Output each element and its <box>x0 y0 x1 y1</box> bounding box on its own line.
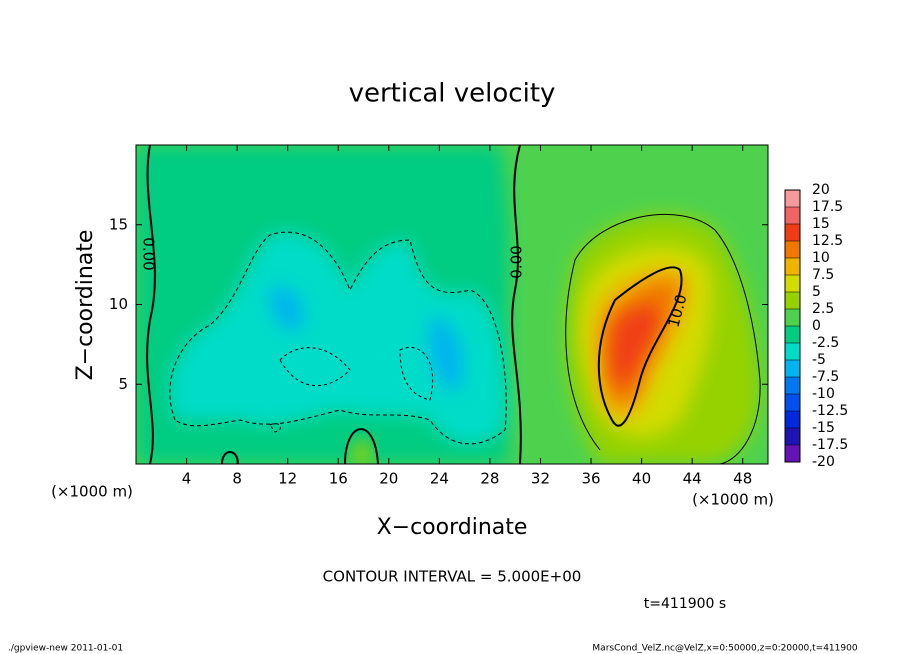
colorbar-label: -10 <box>812 386 835 402</box>
y-axis-label: Z−coordinate <box>73 230 98 381</box>
footer-left: ./gpview-new 2011-01-01 <box>8 644 123 654</box>
footer-right: MarsCond_VelZ.nc@VelZ,x=0:50000,z=0:2000… <box>592 644 857 654</box>
field <box>136 145 768 464</box>
x-tick-label: 8 <box>232 470 242 488</box>
colorbar-swatch <box>785 445 800 462</box>
y-tick-label: 10 <box>109 295 128 313</box>
colorbar-swatch <box>785 224 800 241</box>
colorbar-label: 12.5 <box>812 233 843 249</box>
colorbar-label: -20 <box>812 454 835 470</box>
contour-label: 0.00 <box>140 237 158 270</box>
x-tick-label: 48 <box>733 470 752 488</box>
x-tick-label: 20 <box>379 470 398 488</box>
colorbar-swatch <box>785 275 800 292</box>
field-region <box>269 287 463 391</box>
x-tick-label: 24 <box>430 470 449 488</box>
colorbar-swatch <box>785 343 800 360</box>
colorbar-swatch <box>785 241 800 258</box>
x-tick-label: 12 <box>278 470 297 488</box>
contour-ten <box>597 266 683 427</box>
colorbar-swatch <box>785 309 800 326</box>
x-tick-label: 32 <box>531 470 550 488</box>
colorbar-label: -12.5 <box>812 403 848 419</box>
x-tick-label: 16 <box>329 470 348 488</box>
colorbar-swatch <box>785 394 800 411</box>
colorbar-label: 2.5 <box>812 301 834 317</box>
colorbar-swatch <box>785 326 800 343</box>
colorbar-label: 0 <box>812 318 821 334</box>
contour-interval: CONTOUR INTERVAL = 5.000E+00 <box>323 568 582 586</box>
colorbar-swatch <box>785 377 800 394</box>
x-unit-label: (×1000 m) <box>51 483 133 501</box>
contour-five <box>565 213 761 464</box>
colorbar-label: 7.5 <box>812 267 834 283</box>
contour-label: 0.00 <box>508 245 526 278</box>
field-region <box>169 232 507 444</box>
contour-neg-five <box>169 231 507 445</box>
x-tick-label: 36 <box>581 470 600 488</box>
colorbar-swatch <box>785 411 800 428</box>
field-region <box>612 305 660 387</box>
y-tick-label: 15 <box>109 215 128 233</box>
contour-zero <box>511 145 522 464</box>
x-tick-label: 28 <box>480 470 499 488</box>
colorbar-label: 15 <box>812 216 830 232</box>
colorbar-label: -15 <box>812 420 835 436</box>
colorbar-label: 17.5 <box>812 199 843 215</box>
y-tick-label: 5 <box>118 375 128 393</box>
colorbar-swatch <box>785 190 800 207</box>
colorbar-swatch <box>785 292 800 309</box>
colorbar-label: -17.5 <box>812 437 848 453</box>
colorbar-label: -5 <box>812 352 826 368</box>
colorbar-label: 5 <box>812 284 821 300</box>
x-unit-label: (×1000 m) <box>692 491 774 509</box>
colorbar-label: 20 <box>812 182 830 198</box>
contour-zero <box>146 145 156 464</box>
contour-neg-ten <box>269 347 434 433</box>
time-label: t=411900 s <box>644 596 726 612</box>
x-axis-label: X−coordinate <box>377 515 528 540</box>
x-tick-label: 4 <box>182 470 192 488</box>
colorbar-label: -2.5 <box>812 335 839 351</box>
x-tick-label: 40 <box>632 470 651 488</box>
colorbar-swatch <box>785 360 800 377</box>
x-tick-label: 44 <box>683 470 702 488</box>
colorbar-label: 10 <box>812 250 830 266</box>
colorbar-label: -7.5 <box>812 369 839 385</box>
colorbar-swatch <box>785 258 800 275</box>
colorbar-swatch <box>785 428 800 445</box>
chart-title: vertical velocity <box>349 79 556 109</box>
colorbar-swatch <box>785 207 800 224</box>
field-region <box>350 438 374 464</box>
